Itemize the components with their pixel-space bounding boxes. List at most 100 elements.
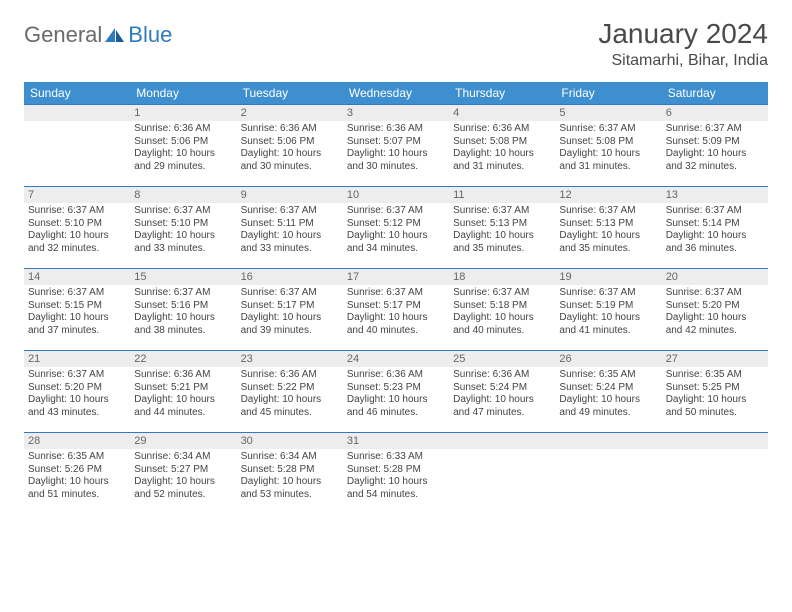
sunrise-line: Sunrise: 6:36 AM: [134, 123, 232, 136]
day-number-bar: 17: [343, 268, 449, 285]
weekday-header: Tuesday: [237, 82, 343, 104]
logo: General Blue: [24, 22, 172, 48]
day-number-bar: 16: [237, 268, 343, 285]
day-number-bar: 28: [24, 432, 130, 449]
calendar-row: 1Sunrise: 6:36 AMSunset: 5:06 PMDaylight…: [24, 104, 768, 186]
calendar-cell: 20Sunrise: 6:37 AMSunset: 5:20 PMDayligh…: [662, 268, 768, 350]
calendar-cell: 4Sunrise: 6:36 AMSunset: 5:08 PMDaylight…: [449, 104, 555, 186]
daylight-line: Daylight: 10 hours and 46 minutes.: [347, 394, 445, 419]
day-body: Sunrise: 6:36 AMSunset: 5:06 PMDaylight:…: [130, 121, 236, 177]
day-body: Sunrise: 6:37 AMSunset: 5:17 PMDaylight:…: [343, 285, 449, 341]
day-body: Sunrise: 6:37 AMSunset: 5:17 PMDaylight:…: [237, 285, 343, 341]
daylight-line: Daylight: 10 hours and 49 minutes.: [559, 394, 657, 419]
day-number-bar: 21: [24, 350, 130, 367]
calendar-cell: 5Sunrise: 6:37 AMSunset: 5:08 PMDaylight…: [555, 104, 661, 186]
sunrise-line: Sunrise: 6:37 AM: [347, 205, 445, 218]
calendar-cell: 22Sunrise: 6:36 AMSunset: 5:21 PMDayligh…: [130, 350, 236, 432]
sunset-line: Sunset: 5:16 PM: [134, 300, 232, 313]
day-number-bar: 2: [237, 104, 343, 121]
calendar-cell: 14Sunrise: 6:37 AMSunset: 5:15 PMDayligh…: [24, 268, 130, 350]
calendar-cell: 11Sunrise: 6:37 AMSunset: 5:13 PMDayligh…: [449, 186, 555, 268]
day-number-bar: 22: [130, 350, 236, 367]
calendar-cell: [555, 432, 661, 514]
sunrise-line: Sunrise: 6:37 AM: [559, 205, 657, 218]
calendar-cell: 26Sunrise: 6:35 AMSunset: 5:24 PMDayligh…: [555, 350, 661, 432]
day-number-bar-empty: [555, 432, 661, 449]
day-number-bar: 5: [555, 104, 661, 121]
day-body: Sunrise: 6:37 AMSunset: 5:16 PMDaylight:…: [130, 285, 236, 341]
day-body: Sunrise: 6:36 AMSunset: 5:08 PMDaylight:…: [449, 121, 555, 177]
sunrise-line: Sunrise: 6:37 AM: [28, 369, 126, 382]
sunset-line: Sunset: 5:28 PM: [347, 464, 445, 477]
day-number-bar: 10: [343, 186, 449, 203]
daylight-line: Daylight: 10 hours and 40 minutes.: [453, 312, 551, 337]
sunset-line: Sunset: 5:23 PM: [347, 382, 445, 395]
day-body: Sunrise: 6:34 AMSunset: 5:27 PMDaylight:…: [130, 449, 236, 505]
calendar-table: SundayMondayTuesdayWednesdayThursdayFrid…: [24, 82, 768, 514]
calendar-cell: 18Sunrise: 6:37 AMSunset: 5:18 PMDayligh…: [449, 268, 555, 350]
sunrise-line: Sunrise: 6:37 AM: [241, 205, 339, 218]
calendar-cell: [449, 432, 555, 514]
sunrise-line: Sunrise: 6:37 AM: [347, 287, 445, 300]
day-number-bar: 20: [662, 268, 768, 285]
sunset-line: Sunset: 5:28 PM: [241, 464, 339, 477]
day-body: Sunrise: 6:33 AMSunset: 5:28 PMDaylight:…: [343, 449, 449, 505]
day-number-bar: 25: [449, 350, 555, 367]
sunset-line: Sunset: 5:06 PM: [241, 136, 339, 149]
sunset-line: Sunset: 5:20 PM: [28, 382, 126, 395]
calendar-cell: [24, 104, 130, 186]
sunset-line: Sunset: 5:10 PM: [28, 218, 126, 231]
sunrise-line: Sunrise: 6:37 AM: [134, 205, 232, 218]
sunset-line: Sunset: 5:19 PM: [559, 300, 657, 313]
sunset-line: Sunset: 5:22 PM: [241, 382, 339, 395]
day-body: Sunrise: 6:35 AMSunset: 5:24 PMDaylight:…: [555, 367, 661, 423]
sunset-line: Sunset: 5:09 PM: [666, 136, 764, 149]
day-body: Sunrise: 6:36 AMSunset: 5:21 PMDaylight:…: [130, 367, 236, 423]
sunset-line: Sunset: 5:13 PM: [453, 218, 551, 231]
weekday-header: Friday: [555, 82, 661, 104]
header: General Blue January 2024 Sitamarhi, Bih…: [24, 18, 768, 70]
sunrise-line: Sunrise: 6:33 AM: [347, 451, 445, 464]
sunrise-line: Sunrise: 6:34 AM: [241, 451, 339, 464]
sunset-line: Sunset: 5:15 PM: [28, 300, 126, 313]
sunset-line: Sunset: 5:13 PM: [559, 218, 657, 231]
sunset-line: Sunset: 5:12 PM: [347, 218, 445, 231]
sunrise-line: Sunrise: 6:36 AM: [134, 369, 232, 382]
day-number-bar-empty: [662, 432, 768, 449]
sunrise-line: Sunrise: 6:37 AM: [666, 123, 764, 136]
weekday-header: Monday: [130, 82, 236, 104]
sunrise-line: Sunrise: 6:37 AM: [666, 205, 764, 218]
day-body: Sunrise: 6:37 AMSunset: 5:10 PMDaylight:…: [130, 203, 236, 259]
day-body: Sunrise: 6:37 AMSunset: 5:18 PMDaylight:…: [449, 285, 555, 341]
daylight-line: Daylight: 10 hours and 33 minutes.: [241, 230, 339, 255]
day-body: Sunrise: 6:37 AMSunset: 5:08 PMDaylight:…: [555, 121, 661, 177]
calendar-row: 28Sunrise: 6:35 AMSunset: 5:26 PMDayligh…: [24, 432, 768, 514]
day-number-bar: 9: [237, 186, 343, 203]
day-number-bar: 3: [343, 104, 449, 121]
day-number-bar: 29: [130, 432, 236, 449]
location: Sitamarhi, Bihar, India: [598, 52, 768, 70]
sunrise-line: Sunrise: 6:35 AM: [666, 369, 764, 382]
daylight-line: Daylight: 10 hours and 33 minutes.: [134, 230, 232, 255]
day-number-bar: 30: [237, 432, 343, 449]
sunset-line: Sunset: 5:08 PM: [453, 136, 551, 149]
day-body: Sunrise: 6:37 AMSunset: 5:13 PMDaylight:…: [449, 203, 555, 259]
day-body: Sunrise: 6:35 AMSunset: 5:26 PMDaylight:…: [24, 449, 130, 505]
day-body: Sunrise: 6:36 AMSunset: 5:06 PMDaylight:…: [237, 121, 343, 177]
calendar-cell: 19Sunrise: 6:37 AMSunset: 5:19 PMDayligh…: [555, 268, 661, 350]
calendar-cell: 10 Sunrise: 6:37 AMSunset: 5:12 PMDayligh…: [343, 186, 449, 268]
sunrise-line: Sunrise: 6:35 AM: [559, 369, 657, 382]
weekday-header: Wednesday: [343, 82, 449, 104]
daylight-line: Daylight: 10 hours and 34 minutes.: [347, 230, 445, 255]
day-body: Sunrise: 6:37 AMSunset: 5:09 PMDaylight:…: [662, 121, 768, 177]
daylight-line: Daylight: 10 hours and 29 minutes.: [134, 148, 232, 173]
day-number-bar: 24: [343, 350, 449, 367]
daylight-line: Daylight: 10 hours and 30 minutes.: [241, 148, 339, 173]
day-number-bar: 11: [449, 186, 555, 203]
day-body: Sunrise: 6:34 AMSunset: 5:28 PMDaylight:…: [237, 449, 343, 505]
calendar-cell: 25Sunrise: 6:36 AMSunset: 5:24 PMDayligh…: [449, 350, 555, 432]
day-number-bar-empty: [24, 104, 130, 121]
calendar-row: 7Sunrise: 6:37 AMSunset: 5:10 PMDaylight…: [24, 186, 768, 268]
daylight-line: Daylight: 10 hours and 41 minutes.: [559, 312, 657, 337]
daylight-line: Daylight: 10 hours and 35 minutes.: [453, 230, 551, 255]
